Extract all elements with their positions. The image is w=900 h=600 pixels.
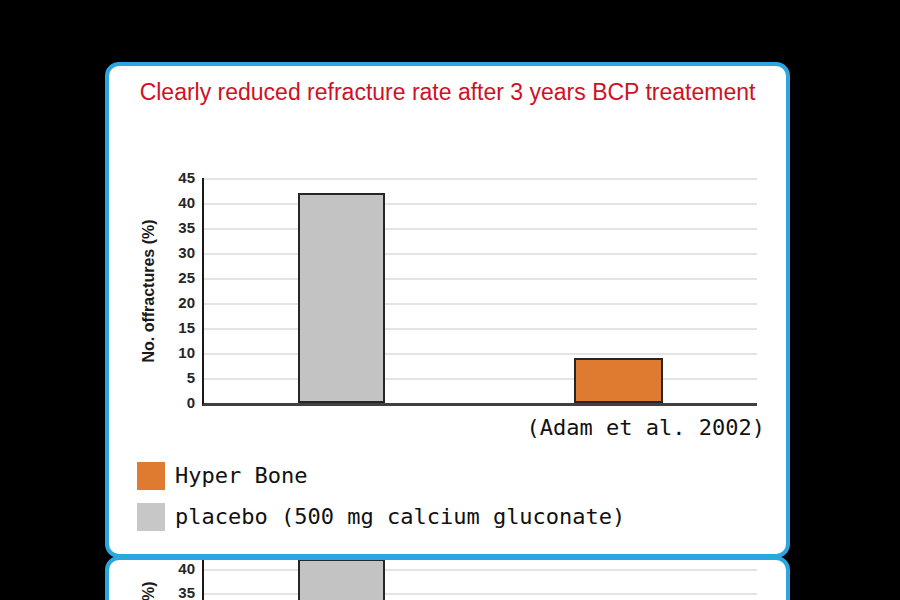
- tick-label-45: 45: [109, 170, 195, 186]
- bar-placebo: [298, 559, 385, 600]
- gridline-5: [204, 378, 757, 380]
- legend-label-placebo: placebo (500 mg calcium gluconate): [175, 503, 625, 531]
- legend-label-hyper-bone: Hyper Bone: [175, 462, 307, 490]
- partial-bar-chart: 051015202530354045 No. offractures (%) (…: [109, 556, 786, 600]
- plot-area: [202, 178, 757, 406]
- tick-label-0: 0: [109, 395, 195, 411]
- legend-swatch-placebo: [137, 503, 165, 531]
- gridline-25: [204, 278, 757, 280]
- gridline-20: [204, 303, 757, 305]
- plot-area: [202, 556, 757, 600]
- gridline-10: [204, 353, 757, 355]
- bar-placebo: [298, 193, 385, 403]
- gridline-45: [204, 178, 757, 180]
- gridline-35: [204, 228, 757, 230]
- y-axis-label: No. offractures (%): [139, 558, 159, 600]
- legend-swatch-hyper-bone: [137, 462, 165, 490]
- y-axis-label: No. offractures (%): [139, 196, 159, 386]
- gridline-30: [204, 253, 757, 255]
- refracture-bar-chart: 051015202530354045 No. offractures (%) (…: [109, 178, 786, 458]
- gridline-35: [204, 593, 757, 595]
- bar-hyper: [574, 358, 663, 403]
- slide-panel-1: Clearly reduced refracture rate after 3 …: [105, 62, 790, 558]
- gridline-40: [204, 569, 757, 571]
- slide-title: Clearly reduced refracture rate after 3 …: [109, 78, 786, 106]
- screenshot-stage: Clearly reduced refracture rate after 3 …: [0, 0, 900, 600]
- gridline-40: [204, 203, 757, 205]
- slide-panel-2: 051015202530354045 No. offractures (%) (…: [105, 556, 790, 600]
- citation-text: (Adam et al. 2002): [527, 415, 765, 440]
- gridline-15: [204, 328, 757, 330]
